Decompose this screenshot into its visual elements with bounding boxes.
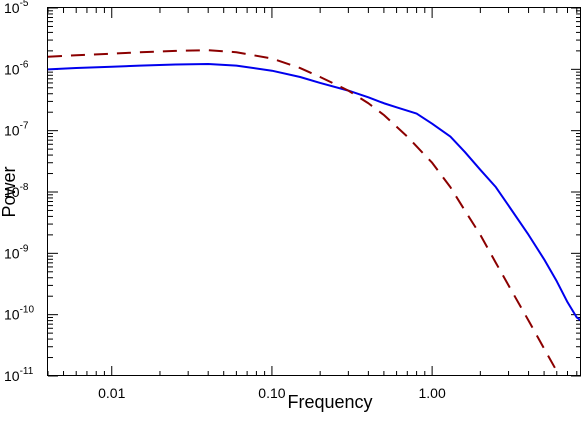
- x-tick-label: 1.00: [418, 385, 445, 401]
- series-line-solid-blue: [48, 63, 581, 322]
- y-tick-label: 10-10: [4, 305, 34, 323]
- y-axis-label: Power: [0, 166, 19, 217]
- y-tick-label: 10-5: [4, 0, 29, 16]
- y-tick-label: 10-9: [4, 243, 29, 261]
- y-tick-label: 10-7: [4, 121, 29, 139]
- series-layer: [48, 49, 581, 376]
- tick-labels: 0.01 0.10 1.00 10-11 10-10 10-9 10-8 10-7 10-6 10…: [4, 0, 446, 401]
- x-tick-label: 0.10: [258, 385, 285, 401]
- x-tick-label: 0.01: [98, 385, 125, 401]
- series-line-dashed-red: [48, 49, 560, 376]
- y-tick-label: 10-8: [4, 182, 29, 200]
- y-tick-label: 10-11: [4, 366, 34, 384]
- y-tick-label: 10-6: [4, 59, 29, 77]
- x-axis-label: Frequency: [287, 392, 372, 412]
